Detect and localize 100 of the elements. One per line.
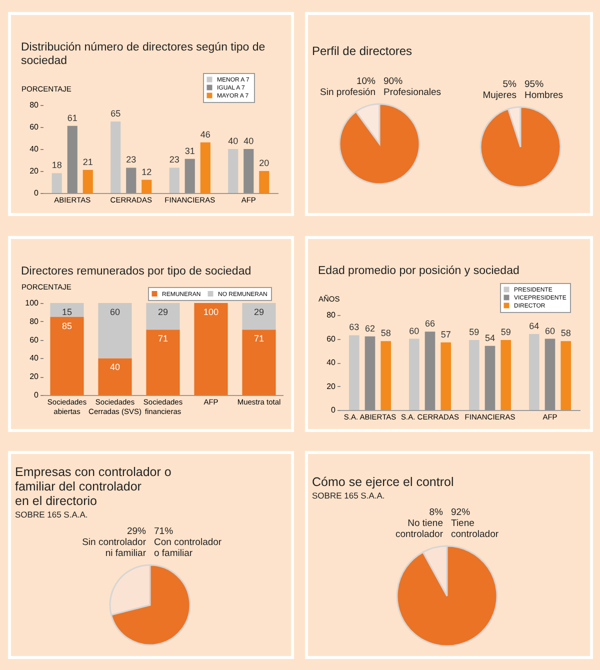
bar <box>110 122 121 193</box>
bar <box>349 335 360 410</box>
data-label: 40 <box>228 136 238 146</box>
data-label: 29% <box>126 526 147 537</box>
bar <box>484 346 496 410</box>
data-label: 85 <box>62 320 72 331</box>
pie-slice <box>110 564 191 646</box>
bar <box>244 149 254 193</box>
data-label: 71 <box>254 334 264 344</box>
bar <box>259 171 270 193</box>
chart-title: Edad promedio por posición y sociedad <box>318 265 520 277</box>
bar <box>67 126 78 193</box>
bar <box>409 338 420 410</box>
y-tick-label: 80 <box>30 100 40 110</box>
data-label: 90% <box>384 76 404 87</box>
bar <box>424 332 436 410</box>
data-label: 58 <box>380 328 391 338</box>
chart-title: Distribución número de directores según tipo de sociedad <box>21 42 266 67</box>
data-label: 21 <box>82 156 93 167</box>
y-tick-label: 40 <box>326 358 336 367</box>
y-tick-label: 60 <box>326 334 336 344</box>
y-tick-label: 0 <box>34 390 40 400</box>
data-label: 8% <box>429 507 444 518</box>
data-label: 59 <box>500 326 511 337</box>
data-label: 20 <box>259 158 270 168</box>
slice-label: Mujeres <box>482 90 517 101</box>
pie-slice <box>338 103 420 185</box>
y-tick-label: 0 <box>34 188 40 198</box>
bar <box>142 180 152 193</box>
data-label: 40 <box>110 362 120 372</box>
slice-label: Profesionales <box>384 87 442 98</box>
data-label: 57 <box>440 329 451 340</box>
bar <box>194 303 228 395</box>
bar <box>560 341 571 410</box>
bar <box>544 338 556 410</box>
y-tick-label: 60 <box>30 335 40 344</box>
data-label: 40 <box>244 136 254 146</box>
data-label: 64 <box>529 321 540 331</box>
data-label: 31 <box>184 146 195 156</box>
data-label: 61 <box>67 112 78 123</box>
bar <box>500 340 511 410</box>
bar <box>50 303 84 317</box>
bar <box>52 173 62 193</box>
bar <box>146 303 180 330</box>
data-label: 5% <box>502 79 518 90</box>
data-label: 71% <box>154 526 174 537</box>
bar <box>529 334 540 410</box>
slice-label: Sin profesión <box>320 87 376 98</box>
bar <box>126 168 136 193</box>
bar <box>440 342 451 410</box>
data-label: 60 <box>544 326 556 336</box>
data-label: 58 <box>560 328 571 338</box>
bar <box>98 358 132 395</box>
bar <box>364 336 376 410</box>
pie-slice <box>396 545 498 647</box>
bar <box>82 170 93 193</box>
data-label: 29 <box>158 307 168 317</box>
data-label: 23 <box>169 154 180 165</box>
chart-title: Empresas con controlador o familiar del controlador en el directorio <box>15 465 172 508</box>
data-label: 60 <box>409 326 420 336</box>
chart-subtitle: SOBRE 165 S.A.A. <box>312 490 385 500</box>
bar <box>469 340 480 410</box>
bar <box>228 149 238 193</box>
data-label: 65 <box>110 108 121 118</box>
slice-label: Con controlador o familiar <box>154 537 222 559</box>
data-label: 95% <box>524 79 544 90</box>
chart-title: Perfil de directores <box>312 44 412 58</box>
chart-title: Cómo se ejerce el control <box>312 475 454 489</box>
data-label: 62 <box>364 323 376 334</box>
bar <box>50 316 84 395</box>
y-tick-label: 40 <box>30 144 40 154</box>
slice-label: Hombres <box>524 90 564 101</box>
data-label: 63 <box>349 322 360 332</box>
data-label: 46 <box>200 129 210 140</box>
y-tick-label: 80 <box>326 310 336 320</box>
pie-slice <box>480 106 562 188</box>
data-label: 60 <box>110 307 120 317</box>
bar <box>184 158 195 193</box>
bar <box>380 341 391 410</box>
y-tick-label: 0 <box>331 406 336 414</box>
bar <box>200 142 210 193</box>
bar <box>146 330 180 395</box>
bar <box>98 303 132 358</box>
bar <box>169 168 180 193</box>
slice-label: Sin controlador ni familiar <box>82 537 146 559</box>
bar <box>242 330 276 395</box>
data-label: 66 <box>424 318 436 329</box>
y-tick-label: 20 <box>326 382 336 391</box>
data-label: 15 <box>62 307 72 317</box>
data-label: 71 <box>158 334 168 344</box>
data-label: 10% <box>356 76 376 87</box>
slice-label: No tiene controlador <box>395 518 443 540</box>
data-label: 29 <box>254 307 264 317</box>
data-label: 59 <box>469 326 480 337</box>
data-label: 92% <box>451 507 471 518</box>
y-tick-label: 20 <box>30 372 40 382</box>
y-tick-label: 20 <box>30 166 40 176</box>
slice-label: Tiene controlador <box>451 518 499 540</box>
data-label: 18 <box>52 160 62 170</box>
y-tick-label: 80 <box>30 316 40 326</box>
